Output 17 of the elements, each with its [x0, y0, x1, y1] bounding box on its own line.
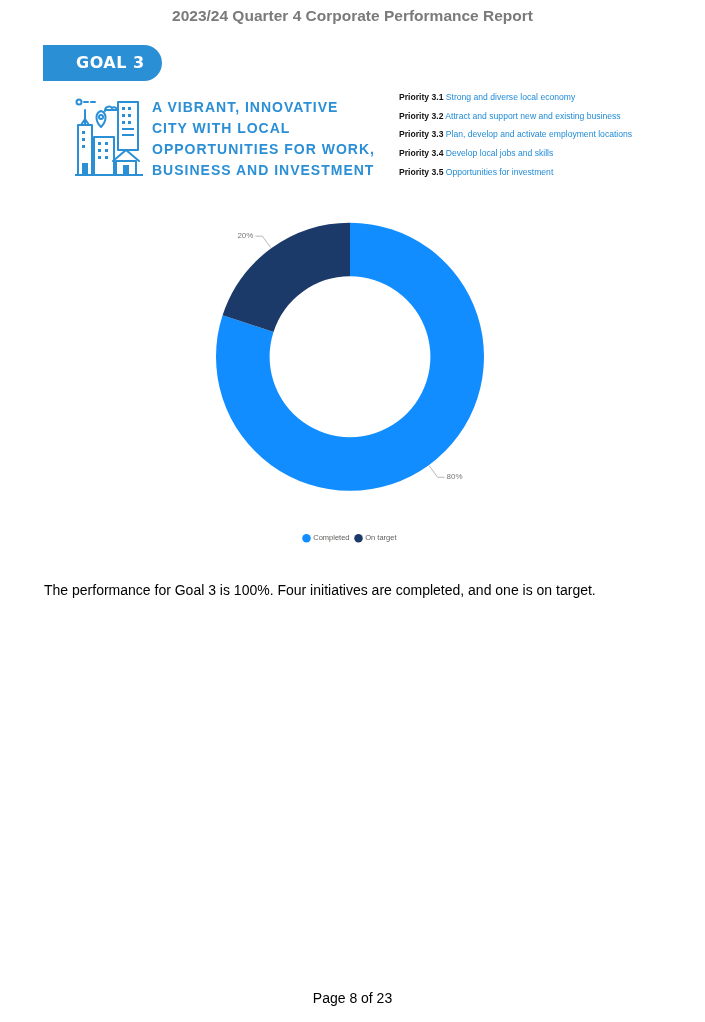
chart-title: 2023/24 Quarter 4 Corporate Performance Report: [171, 6, 534, 26]
text: Priority 3.4: [399, 148, 444, 159]
text: Attract and support new and existing business: [445, 110, 621, 121]
text: GOAL 3: [76, 52, 145, 74]
text: Plan, develop and activate employment locations: [445, 129, 633, 140]
text: Opportunities for investment: [445, 166, 554, 177]
text: Priority 3.2: [399, 110, 444, 121]
text: Page 8 of 23: [311, 989, 394, 1007]
text: Strong and diverse local economy: [445, 92, 576, 102]
text: Priority 3.1: [399, 92, 444, 102]
text: The performance for Goal 3 is 100%. Four initiatives are completed, and one is on target.: [44, 581, 596, 599]
data-label: 80%: [446, 472, 463, 482]
text: A VIBRANT, INNOVATIVE CITY WITH LOCAL OPPORTUNITIES FOR WORK, BUSINESS AND INVESTMENT: [152, 98, 376, 180]
text: Develop local jobs and skills: [445, 148, 554, 159]
data-label: 20%: [237, 231, 254, 241]
text: Priority 3.3: [399, 129, 444, 140]
text: Priority 3.5: [399, 166, 444, 177]
